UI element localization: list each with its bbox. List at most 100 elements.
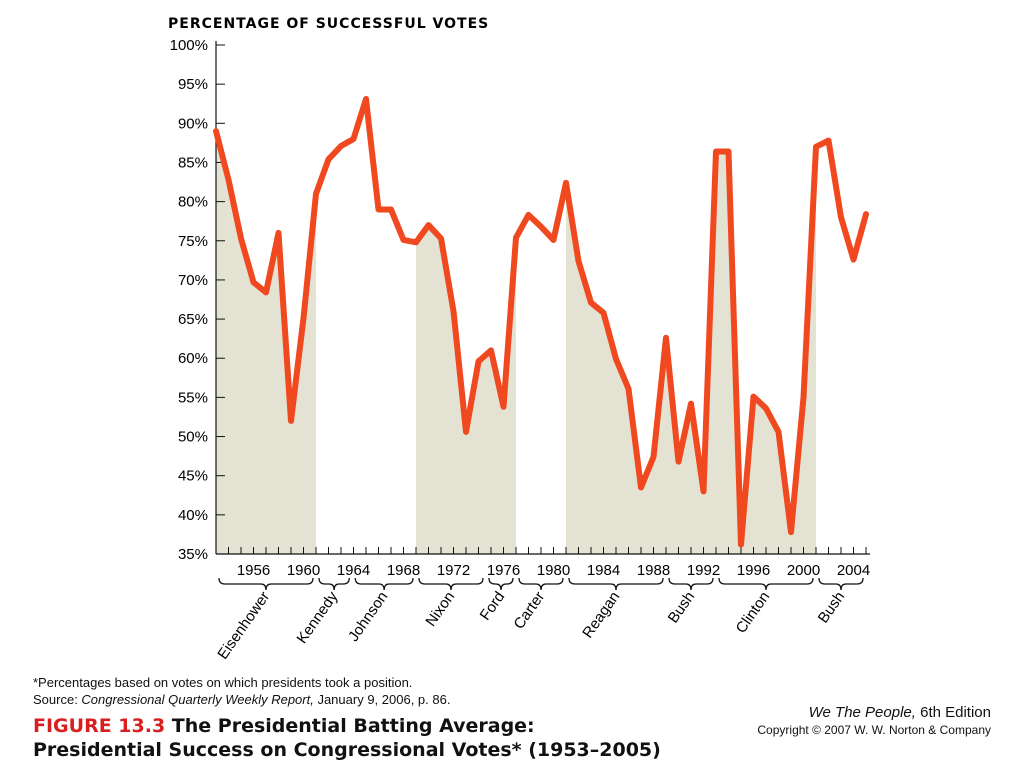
president-bracket: [318, 577, 350, 591]
data-point: [225, 177, 232, 183]
president-bracket: [354, 577, 414, 591]
president-label: Kennedy: [294, 588, 342, 647]
data-point: [838, 214, 844, 220]
president-labels: Eisenhower Kennedy Johnson Nixon Ford Carter R…: [214, 577, 864, 663]
figure-title: FIGURE 13.3 The Presidential Batting Ave…: [33, 714, 661, 762]
data-point: [438, 235, 444, 242]
data-point: [813, 144, 819, 150]
x-tick-label: 1988: [637, 562, 670, 579]
data-point: [413, 239, 419, 245]
president-label: Ford: [477, 589, 509, 624]
shaded-area: [716, 146, 816, 555]
figure-title-line2: Presidential Success on Congressional Vo…: [33, 739, 661, 761]
y-axis-title: PERCENTAGE OF SUCCESSFUL VOTES: [168, 16, 489, 32]
data-point: [513, 235, 519, 241]
x-tick-label: 1976: [487, 562, 520, 579]
president-bracket: [818, 577, 864, 591]
source-publication: Congressional Quarterly Weekly Report,: [81, 692, 314, 707]
book-title: We The People,: [808, 704, 916, 721]
y-tick-label: 90%: [178, 115, 208, 132]
data-point: [350, 136, 357, 142]
y-tick-label: 85%: [178, 154, 208, 171]
data-point: [575, 258, 582, 264]
data-point: [863, 211, 869, 217]
axes: 100% 95% 90% 85% 80% 75% 70% 65% 60% 55% 50% 45% 40%…: [170, 37, 871, 579]
shaded-periods: [216, 131, 816, 555]
president-label: Johnson: [345, 589, 391, 645]
president-bracket: [488, 577, 514, 591]
data-point: [488, 347, 494, 353]
x-tick-label: 1980: [537, 562, 570, 579]
y-tick-label: 75%: [178, 233, 208, 250]
line-chart: 100% 95% 90% 85% 80% 75% 70% 65% 60% 55% 50% 45% 40%…: [168, 16, 871, 663]
data-point: [338, 143, 344, 149]
data-point: [325, 156, 332, 162]
footnote: *Percentages based on votes on which pre…: [33, 675, 413, 690]
data-point: [850, 256, 857, 263]
figure-title-line1: FIGURE 13.3 The Presidential Batting Ave…: [33, 714, 661, 738]
data-point: [700, 488, 707, 494]
data-point: [538, 224, 544, 230]
data-point: [550, 237, 557, 243]
data-point: [625, 386, 632, 392]
x-tick-label: 1972: [437, 562, 470, 579]
edition-credit: We The People, 6th Edition: [809, 704, 991, 721]
y-tick-label: 95%: [178, 76, 208, 93]
data-point: [650, 454, 657, 460]
data-point: [363, 96, 369, 102]
president-label: Bush: [815, 589, 849, 627]
president-bracket: [218, 577, 314, 591]
data-point: [500, 404, 507, 410]
data-point: [638, 484, 644, 491]
president-bracket: [518, 577, 564, 591]
x-tick-label: 1968: [387, 562, 420, 579]
figure-title-text: The Presidential Batting Average:: [165, 715, 535, 737]
data-point: [675, 458, 682, 465]
data-point: [525, 212, 532, 218]
figure-number: FIGURE 13.3: [33, 715, 166, 737]
x-tick-label: 1964: [337, 562, 370, 579]
data-point: [750, 394, 757, 400]
data-point: [788, 529, 794, 535]
data-point: [475, 358, 482, 364]
y-tick-label: 100%: [170, 37, 208, 54]
y-tick-label: 50%: [178, 429, 208, 446]
x-tick-label: 1960: [287, 562, 320, 579]
president-bracket: [418, 577, 484, 591]
x-tick-label: 1996: [737, 562, 770, 579]
president-label: Clinton: [733, 589, 774, 637]
y-tick-label: 65%: [178, 311, 208, 328]
y-tick-label: 55%: [178, 389, 208, 406]
data-point: [738, 542, 744, 548]
source-suffix: January 9, 2006, p. 86.: [313, 692, 451, 707]
x-tick-label: 2000: [787, 562, 820, 579]
edition-text: 6th Edition: [915, 704, 991, 721]
data-point: [725, 148, 732, 155]
data-point: [250, 279, 257, 285]
x-tick-label: 1984: [587, 562, 620, 579]
x-tick-label: 1956: [237, 562, 270, 579]
data-point: [375, 206, 382, 213]
data-point: [688, 401, 694, 407]
president-label: Eisenhower: [214, 589, 273, 663]
data-point: [263, 289, 269, 296]
president-bracket: [668, 577, 714, 591]
data-point: [763, 405, 769, 411]
y-tick-label: 80%: [178, 194, 208, 211]
data-point: [388, 206, 394, 213]
data-point: [425, 222, 432, 228]
data-point: [288, 418, 294, 424]
series-layer: [213, 96, 869, 548]
data-point: [238, 235, 244, 242]
data-point: [463, 429, 469, 435]
shaded-area: [216, 131, 316, 554]
data-point: [213, 128, 219, 134]
y-tick-label: 60%: [178, 350, 208, 367]
president-label: Bush: [665, 589, 699, 627]
president-label: Carter: [510, 589, 548, 633]
shaded-area: [416, 225, 516, 554]
president-bracket: [718, 577, 814, 591]
data-point: [313, 191, 319, 197]
data-point: [613, 356, 619, 362]
